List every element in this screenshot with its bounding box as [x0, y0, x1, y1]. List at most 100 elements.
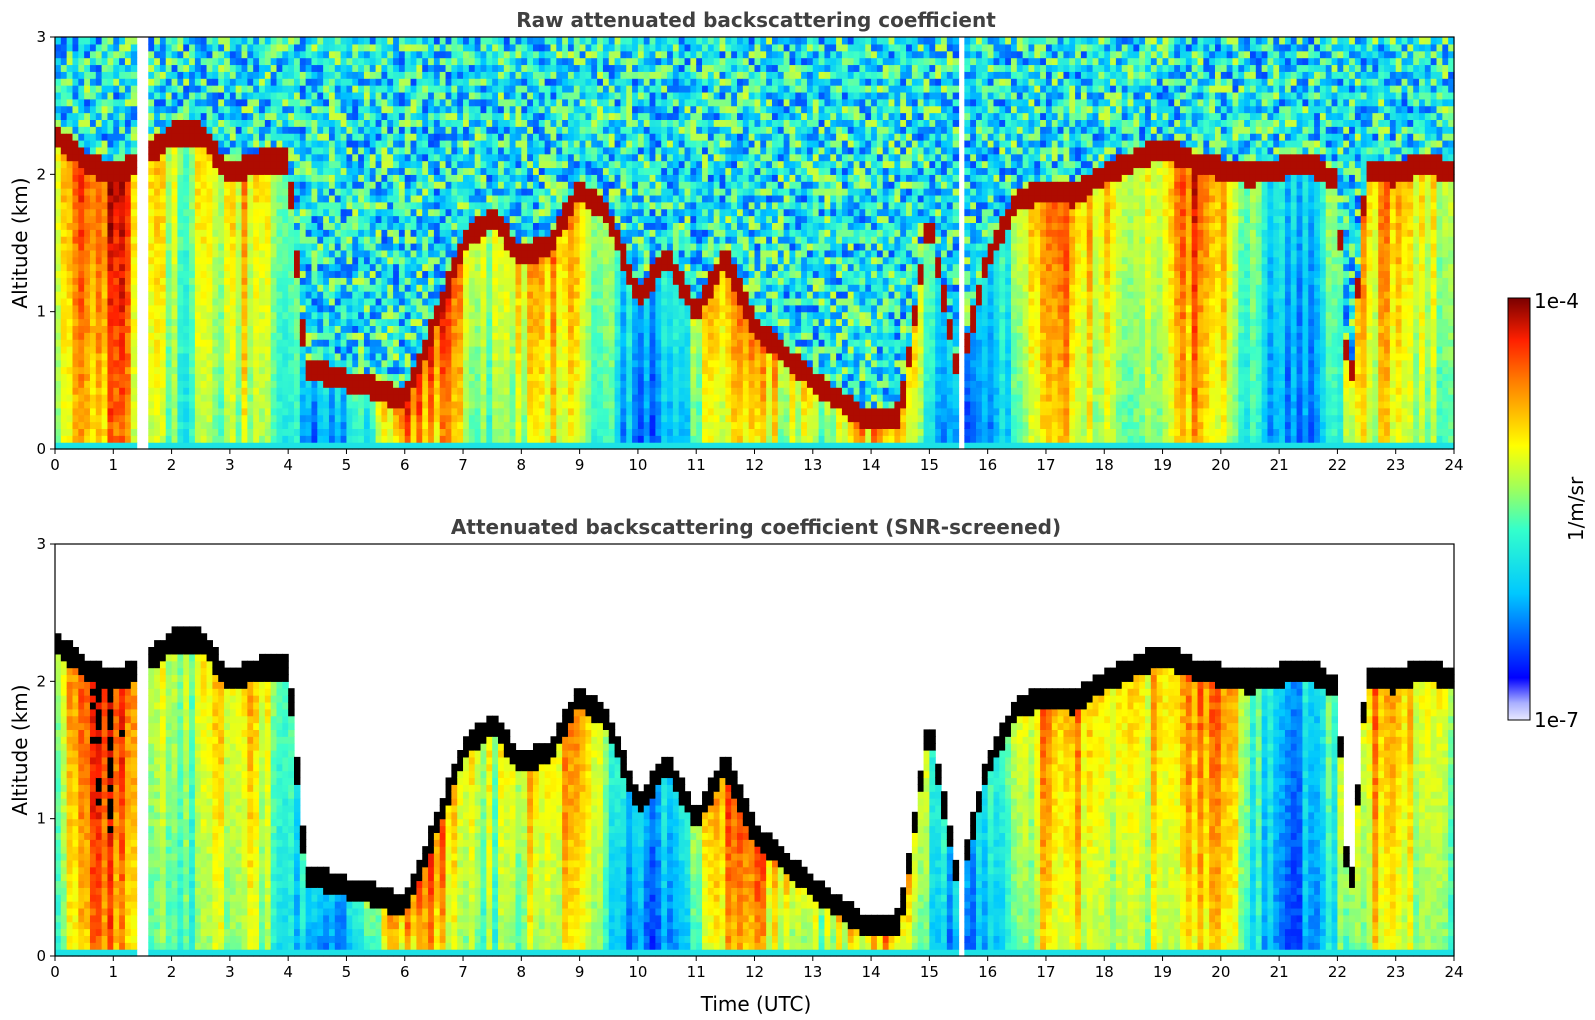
heatmap-cell: [282, 387, 289, 395]
heatmap-cell: [89, 256, 97, 265]
heatmap-cell: [84, 263, 91, 272]
heatmap-cell: [404, 181, 412, 189]
heatmap-cell: [119, 236, 126, 244]
heatmap-cell: [532, 394, 540, 402]
heatmap-cell: [410, 50, 418, 59]
heatmap-cell: [101, 352, 109, 361]
heatmap-cell: [468, 297, 476, 306]
heatmap-cell: [171, 119, 179, 127]
heatmap-cell: [288, 37, 295, 45]
heatmap-cell: [60, 318, 68, 326]
heatmap-cell: [84, 71, 91, 79]
heatmap-cell: [259, 359, 266, 368]
heatmap-cell: [148, 167, 155, 175]
heatmap-cell: [352, 71, 359, 79]
heatmap-cell: [428, 435, 435, 443]
heatmap-cell: [183, 160, 190, 169]
heatmap-cell: [521, 414, 528, 423]
heatmap-cell: [235, 98, 243, 107]
heatmap-cell: [328, 414, 336, 423]
heatmap-cell: [264, 243, 272, 251]
heatmap-cell: [235, 428, 243, 436]
heatmap-cell: [503, 174, 511, 182]
heatmap-cell: [404, 414, 412, 423]
heatmap-cell: [527, 174, 534, 182]
heatmap-cell: [60, 297, 68, 306]
heatmap-cell: [299, 71, 307, 79]
heatmap-cell: [235, 167, 243, 175]
heatmap-cell: [340, 284, 348, 292]
heatmap-cell: [404, 291, 412, 299]
heatmap-cell: [270, 311, 278, 320]
heatmap-cell: [305, 78, 313, 86]
heatmap-cell: [224, 359, 231, 368]
heatmap-cell: [358, 277, 365, 285]
heatmap-cell: [294, 394, 301, 402]
heatmap-cell: [189, 133, 196, 141]
heatmap-cell: [253, 133, 260, 141]
heatmap-cell: [259, 201, 266, 210]
heatmap-cell: [276, 325, 283, 333]
heatmap-cell: [282, 215, 289, 223]
heatmap-cell: [334, 43, 342, 52]
heatmap-cell: [264, 146, 272, 155]
heatmap-cell: [101, 222, 109, 230]
heatmap-cell: [352, 263, 359, 272]
heatmap-cell: [288, 352, 295, 361]
heatmap-cell: [358, 332, 365, 340]
heatmap-cell: [253, 37, 260, 45]
heatmap-cell: [328, 339, 336, 347]
heatmap-cell: [299, 311, 307, 320]
heatmap-cell: [498, 421, 505, 429]
heatmap-cell: [369, 270, 377, 278]
heatmap-cell: [212, 188, 219, 196]
heatmap-cell: [60, 126, 68, 134]
heatmap-cell: [544, 188, 552, 196]
heatmap-cell: [148, 400, 155, 409]
heatmap-cell: [183, 263, 190, 272]
heatmap-cell: [404, 119, 412, 127]
heatmap-cell: [323, 167, 330, 175]
heatmap-cell: [328, 146, 336, 155]
heatmap-cell: [503, 270, 511, 278]
heatmap-cell: [60, 332, 68, 340]
heatmap-cell: [124, 297, 132, 306]
heatmap-cell: [165, 366, 173, 375]
heatmap-cell: [276, 188, 283, 196]
heatmap-cell: [474, 119, 482, 127]
heatmap-cell: [282, 105, 289, 114]
heatmap-cell: [498, 414, 505, 423]
heatmap-cell: [480, 339, 487, 347]
heatmap-cell: [241, 201, 248, 210]
heatmap-cell: [183, 57, 190, 66]
heatmap-cell: [84, 126, 91, 134]
heatmap-cell: [404, 112, 412, 120]
heatmap-cell: [60, 160, 68, 169]
heatmap-cell: [334, 400, 342, 409]
heatmap-cell: [509, 400, 517, 409]
heatmap-cell: [89, 373, 97, 381]
heatmap-cell: [369, 194, 377, 203]
heatmap-cell: [381, 387, 388, 395]
heatmap-cell: [253, 126, 260, 134]
heatmap-cell: [224, 400, 231, 409]
heatmap-cell: [404, 270, 412, 278]
heatmap-cell: [241, 380, 248, 388]
heatmap-cell: [206, 64, 213, 72]
heatmap-cell: [439, 174, 447, 182]
heatmap-cell: [422, 270, 429, 278]
heatmap-cell: [247, 160, 254, 169]
heatmap-cell: [439, 291, 447, 299]
heatmap-cell: [148, 105, 155, 114]
heatmap-cell: [101, 414, 109, 423]
heatmap-cell: [159, 194, 167, 203]
heatmap-cell: [89, 215, 97, 223]
heatmap-cell: [282, 359, 289, 368]
heatmap-cell: [375, 346, 383, 354]
heatmap-cell: [334, 380, 342, 388]
heatmap-cell: [212, 304, 219, 313]
heatmap-cell: [194, 277, 202, 285]
heatmap-cell: [84, 414, 91, 423]
heatmap-cell: [119, 325, 126, 333]
heatmap-cell: [66, 98, 74, 107]
